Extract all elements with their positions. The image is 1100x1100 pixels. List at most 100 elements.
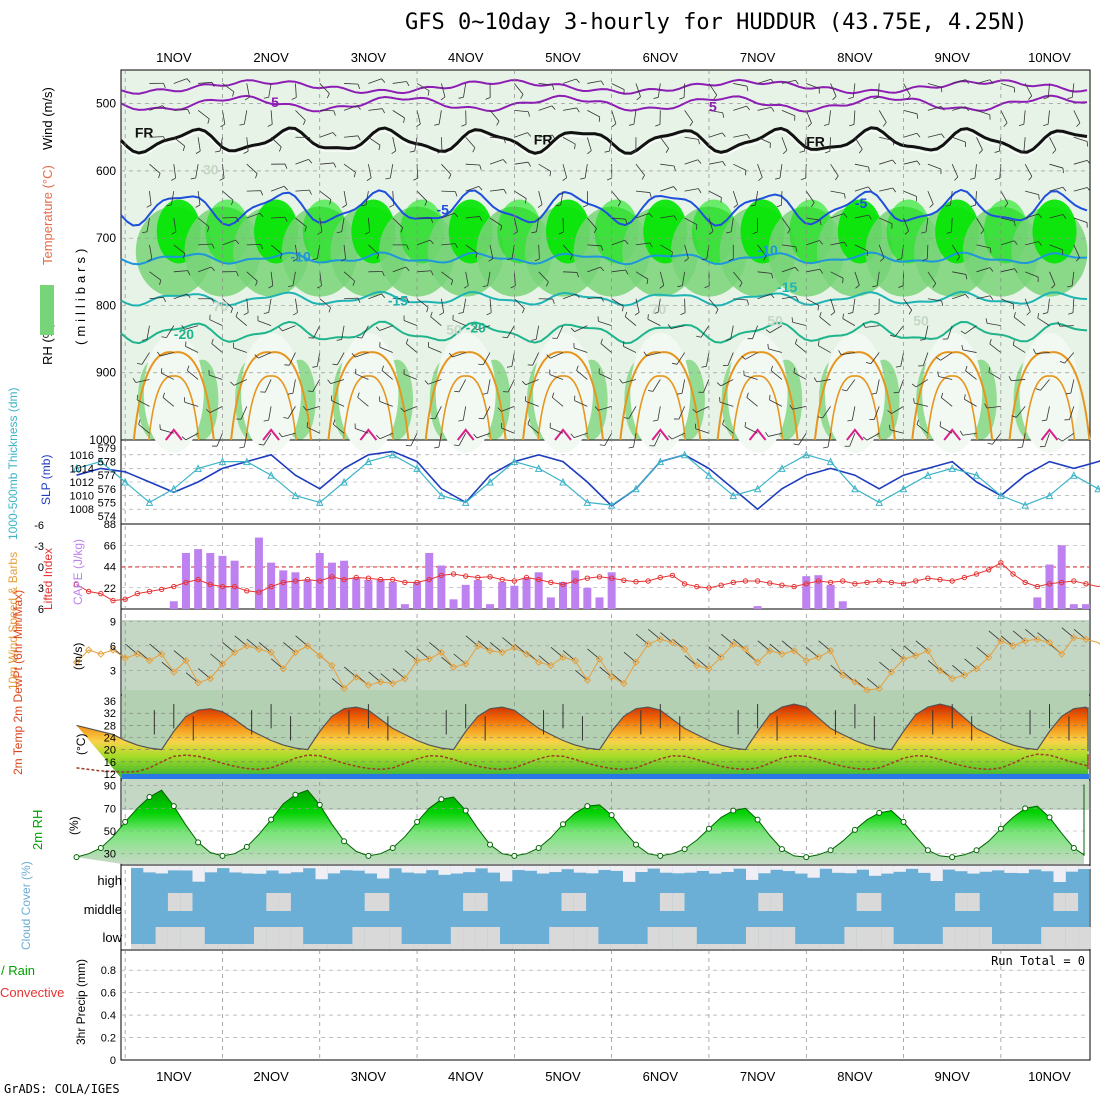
thickness-label: 1000-500mb Thickness (dm) [6, 387, 20, 540]
wind-barb-flag [500, 225, 503, 231]
wind-barb [513, 271, 516, 286]
cloud-high-block [918, 866, 931, 873]
cloud-high-block [598, 866, 611, 870]
cape-bar [498, 581, 507, 609]
wind-barb [525, 400, 539, 407]
wind-barb [135, 379, 150, 383]
wind-barb [336, 352, 345, 366]
wind-barb [166, 325, 175, 338]
wind-barb [507, 379, 515, 393]
lifted-index-marker [1034, 583, 1041, 590]
wind-barb-flag [434, 123, 440, 126]
lifted-index-marker [998, 560, 1004, 566]
cloud-low-block [770, 927, 783, 949]
cloud-low-block [254, 927, 267, 949]
wind-barb-flag [668, 435, 673, 440]
cloud-low-block [573, 927, 587, 949]
wind-barb-flag [142, 231, 148, 234]
wind-barb [830, 241, 845, 246]
wind-barb-flag [570, 327, 575, 332]
wind-barb-flag [385, 177, 391, 180]
wind-barb [915, 379, 929, 388]
contour-minus35 [554, 428, 572, 441]
top-date-label: 10NOV [1028, 50, 1071, 65]
lifted-index-marker [949, 578, 955, 584]
wind-barb-flag [643, 351, 648, 357]
wind-barb-flag [920, 338, 926, 341]
wind-barb [964, 398, 977, 407]
rh-marker [341, 838, 348, 845]
wind-barb-flag [1052, 149, 1057, 154]
cloud-low-block [192, 927, 205, 949]
wind-barb-flag [987, 442, 993, 445]
wind-barb [769, 399, 783, 407]
wind-barb-flag [1068, 312, 1074, 315]
wind-barb [187, 370, 199, 380]
cloud-middle-block [967, 893, 980, 911]
lifted-index-marker [645, 578, 651, 584]
temperature-contours [119, 78, 1091, 441]
wind-barb [489, 136, 505, 139]
thickness-marker [461, 498, 470, 506]
wind-barb-flag [769, 394, 771, 400]
lifted-index-marker [244, 588, 250, 594]
precip-tick-label: 0.6 [101, 988, 116, 1000]
rh-marker [1070, 845, 1077, 851]
wind-barb [270, 244, 283, 255]
wind-barb-flag [1041, 419, 1047, 422]
thickness-marker [1045, 491, 1054, 500]
wind-barb [392, 137, 397, 152]
wind-barb [235, 316, 248, 326]
wind-barb-flag [486, 312, 492, 316]
cloud-low-block [610, 944, 623, 949]
rh-tick-label: 30 [104, 849, 116, 861]
wind-barb [974, 164, 977, 179]
wind-barb [976, 109, 990, 116]
wind-barb [573, 432, 588, 438]
wind-barb [1047, 298, 1050, 313]
wind-barb-flag [843, 241, 848, 247]
wind-barb [635, 163, 645, 176]
contour-label: 50 [446, 321, 462, 337]
cloud-low-block [647, 927, 660, 949]
wind-barb [830, 163, 839, 177]
wind-barb-flag [357, 392, 360, 398]
wind-barb-flag [698, 139, 700, 145]
wind-barb-flag [1003, 122, 1008, 127]
wind-barb [628, 406, 637, 419]
wind-barb [149, 191, 152, 206]
wind-barb [514, 109, 529, 113]
lifted-index-marker [742, 578, 749, 584]
cloud-low-block [955, 927, 968, 949]
wind-barb [1024, 83, 1033, 97]
wind-barb-flag [830, 311, 835, 316]
wind-barb-flag [400, 227, 404, 233]
cape-bar [169, 601, 178, 609]
wind-barb [487, 379, 491, 394]
wind-barb-flag [302, 405, 307, 411]
wind-barb [270, 271, 274, 286]
wind-barb-flag [770, 365, 774, 371]
wind-barb [950, 191, 953, 206]
cloud-high-block [536, 866, 550, 874]
cloud-low-block [992, 944, 1005, 949]
wind-barb [635, 213, 650, 219]
wind-speed-marker [839, 671, 847, 680]
precip-unit: 3hr Precip (mm) [74, 959, 88, 1045]
cloud-high-block [463, 866, 476, 873]
lifted-index-marker [730, 579, 736, 586]
cape-bar [388, 581, 397, 609]
wind-barb-flag [721, 132, 726, 138]
wind-barb [730, 325, 734, 340]
wind-barb-flag [936, 357, 941, 361]
lifted-index-marker [402, 579, 408, 586]
cloud-high-block [364, 866, 377, 874]
wind-barb-flag [458, 312, 464, 314]
wind-barb [866, 432, 880, 441]
lifted-index-marker [207, 581, 213, 588]
cloud-middle-block [659, 893, 673, 911]
wind-barb [355, 373, 369, 380]
wind-barb-flag [965, 106, 970, 112]
wind-barb-flag [793, 443, 799, 446]
cloud-low-block [967, 927, 980, 949]
